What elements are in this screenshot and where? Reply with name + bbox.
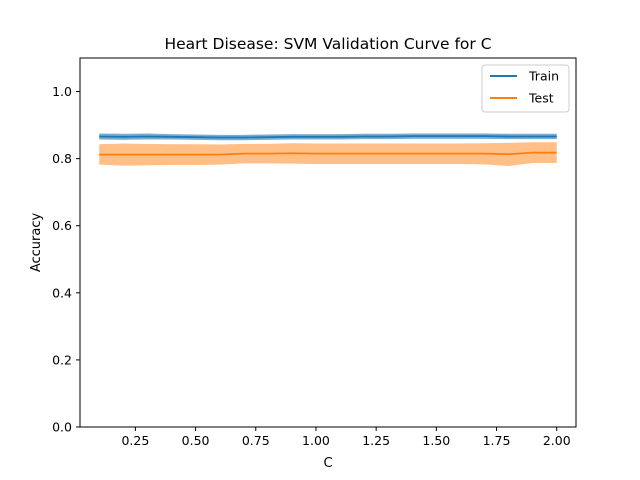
x-tick-label: 1.00 bbox=[302, 433, 330, 448]
y-tick-label: 0.4 bbox=[52, 285, 72, 300]
x-tick-label: 0.25 bbox=[121, 433, 149, 448]
x-tick-label: 2.00 bbox=[543, 433, 571, 448]
y-tick-label: 0.6 bbox=[52, 218, 72, 233]
y-tick-label: 1.0 bbox=[52, 84, 72, 99]
x-tick-label: 1.75 bbox=[483, 433, 511, 448]
legend: Train Test bbox=[481, 64, 570, 113]
y-axis-ticks: 0.0 0.2 0.4 0.6 0.8 1.0 bbox=[52, 84, 80, 435]
y-tick-label: 0.2 bbox=[52, 352, 72, 367]
x-tick-label: 1.50 bbox=[422, 433, 450, 448]
train-line bbox=[99, 135, 557, 139]
x-tick-label: 0.75 bbox=[242, 433, 270, 448]
x-tick-label: 1.25 bbox=[362, 433, 390, 448]
chart-title: Heart Disease: SVM Validation Curve for … bbox=[164, 35, 491, 53]
confidence-bands bbox=[99, 133, 557, 167]
x-tick-label: 0.50 bbox=[182, 433, 210, 448]
legend-label-train: Train bbox=[528, 69, 559, 84]
x-axis-ticks: 0.25 0.50 0.75 1.00 1.25 1.50 1.75 2.00 bbox=[121, 427, 571, 448]
x-axis-label: C bbox=[323, 456, 332, 471]
y-axis-label: Accuracy bbox=[29, 213, 44, 273]
legend-label-test: Test bbox=[528, 91, 554, 106]
y-tick-label: 0.8 bbox=[52, 151, 72, 166]
series-lines bbox=[99, 135, 557, 156]
y-tick-label: 0.0 bbox=[52, 420, 72, 435]
test-line bbox=[99, 151, 557, 156]
plot-area-frame bbox=[79, 57, 577, 428]
